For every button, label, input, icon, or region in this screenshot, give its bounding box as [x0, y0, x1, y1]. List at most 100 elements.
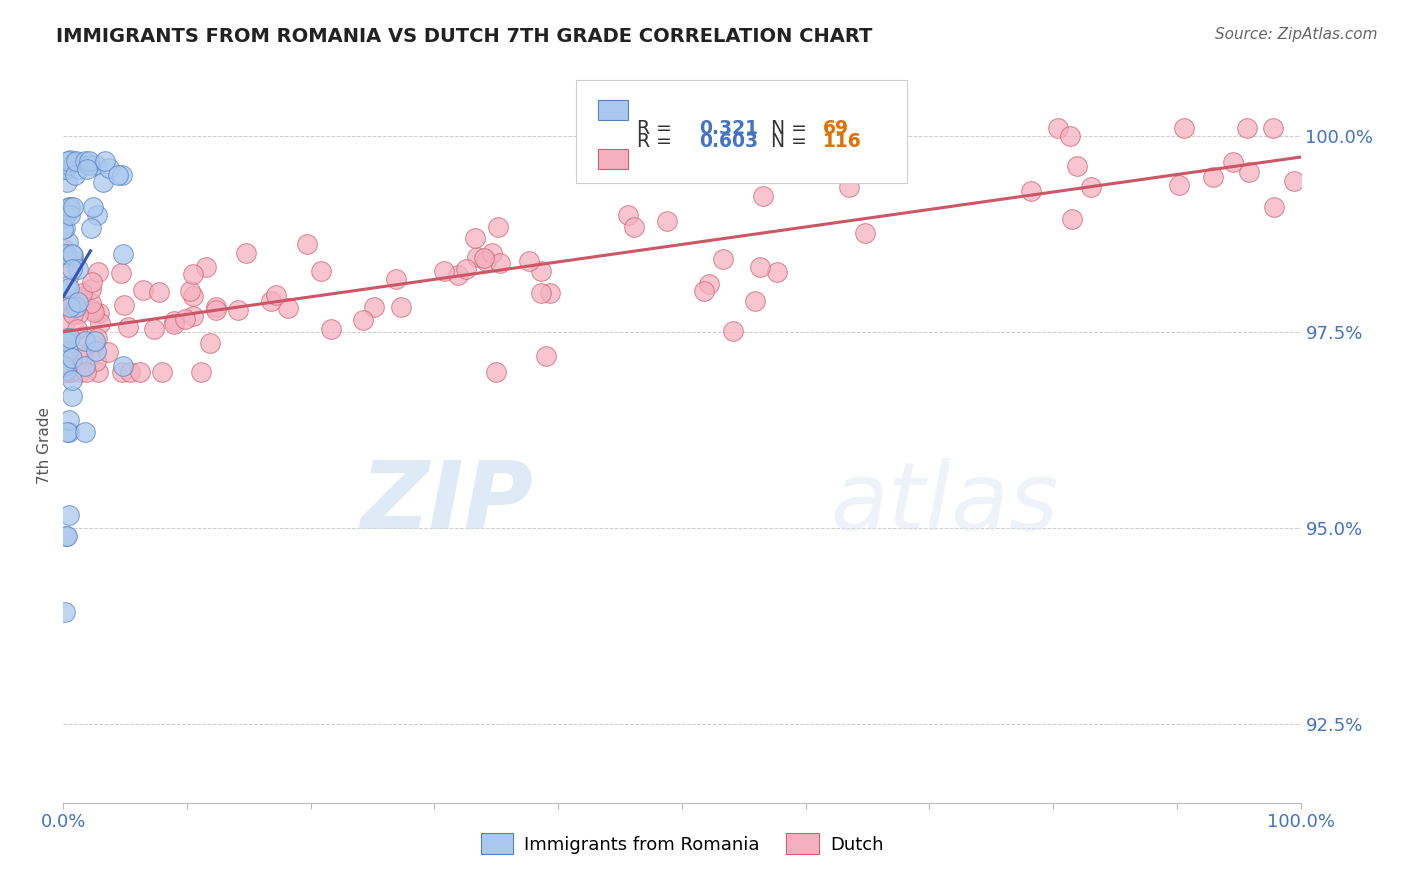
Point [94, 153, 117, 168]
Point [132, 283, 155, 297]
Point [1239, 165, 1261, 179]
Point [67, 294, 90, 309]
Point [530, 286, 553, 301]
Point [58, 158, 80, 172]
Point [297, 236, 319, 251]
Point [55, 529, 77, 543]
Point [1173, 121, 1195, 136]
Point [87, 306, 110, 320]
Point [1066, 159, 1088, 173]
Point [58, 208, 80, 222]
Point [53, 221, 76, 235]
Point [67, 162, 90, 177]
Point [58, 425, 80, 440]
Point [73, 359, 96, 373]
Point [181, 268, 204, 282]
Point [75, 425, 97, 440]
Point [198, 336, 221, 351]
Point [66, 322, 89, 336]
Point [84, 344, 107, 359]
Point [150, 364, 173, 378]
Point [87, 265, 110, 279]
Point [56, 279, 79, 293]
Point [56, 175, 79, 189]
Point [485, 364, 508, 378]
Point [66, 261, 89, 276]
Text: Source: ZipAtlas.com: Source: ZipAtlas.com [1215, 27, 1378, 42]
Point [464, 231, 486, 245]
Point [56, 529, 79, 543]
Point [616, 207, 638, 221]
Point [1060, 212, 1083, 227]
Point [70, 285, 93, 300]
Point [77, 154, 100, 169]
Point [53, 364, 76, 378]
Point [838, 179, 860, 194]
Point [260, 293, 283, 308]
Text: 0.603: 0.603 [699, 132, 758, 151]
Point [60, 373, 83, 387]
Point [53, 315, 76, 329]
Point [112, 359, 135, 373]
Point [58, 200, 80, 214]
Point [91, 175, 114, 189]
Point [58, 280, 80, 294]
Point [1059, 129, 1081, 144]
Point [111, 364, 134, 378]
Point [111, 168, 134, 182]
Point [65, 154, 87, 169]
Point [59, 300, 82, 314]
Point [59, 331, 82, 345]
Text: IMMIGRANTS FROM ROMANIA VS DUTCH 7TH GRADE CORRELATION CHART: IMMIGRANTS FROM ROMANIA VS DUTCH 7TH GRA… [56, 27, 873, 45]
Point [58, 154, 80, 169]
Text: R =: R = [637, 119, 678, 137]
Point [766, 265, 789, 279]
Point [486, 220, 509, 235]
Point [86, 331, 108, 345]
Point [62, 252, 84, 267]
Point [517, 254, 540, 268]
Point [63, 154, 86, 169]
Point [84, 354, 107, 368]
Point [112, 298, 135, 312]
Text: ZIP: ZIP [360, 457, 533, 549]
Point [432, 263, 454, 277]
Point [55, 247, 77, 261]
Point [538, 285, 561, 300]
Point [87, 364, 110, 378]
Text: R =: R = [637, 132, 678, 151]
Point [205, 300, 228, 314]
Point [472, 251, 495, 265]
Point [110, 266, 132, 280]
Point [693, 284, 716, 298]
Point [53, 605, 76, 619]
Point [162, 313, 184, 327]
Point [75, 154, 97, 169]
Point [183, 289, 205, 303]
Point [66, 307, 89, 321]
Point [447, 268, 470, 282]
Point [59, 364, 82, 378]
Point [752, 189, 775, 203]
Point [55, 334, 77, 348]
Point [179, 284, 201, 298]
Point [194, 260, 217, 275]
Point [58, 268, 80, 282]
Point [385, 272, 408, 286]
Point [1047, 121, 1070, 136]
Point [55, 161, 77, 176]
Point [1222, 154, 1244, 169]
Point [1202, 169, 1225, 184]
Point [697, 277, 720, 291]
Point [853, 227, 876, 241]
Point [55, 363, 77, 377]
Point [623, 219, 645, 234]
Point [72, 351, 94, 366]
Point [107, 168, 129, 182]
Text: 116: 116 [823, 132, 862, 151]
Point [76, 161, 98, 176]
Point [226, 303, 249, 318]
Point [59, 153, 82, 168]
Point [60, 389, 83, 403]
Point [1080, 179, 1102, 194]
